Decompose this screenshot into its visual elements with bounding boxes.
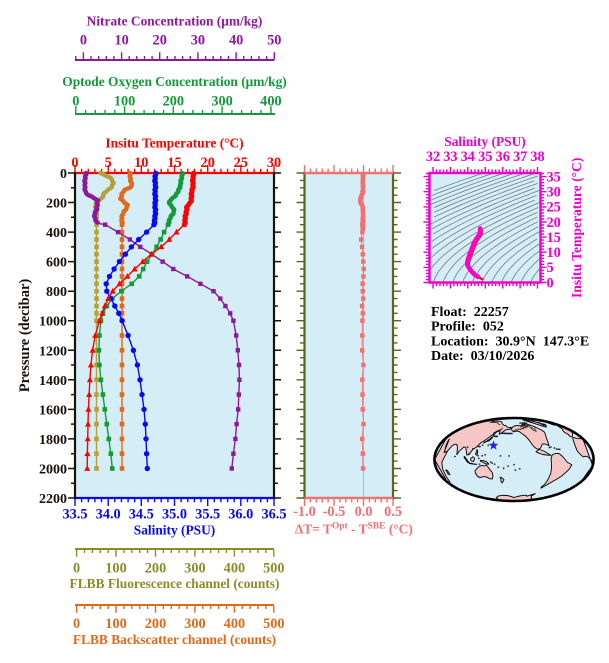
svg-text:2000: 2000 bbox=[39, 463, 67, 478]
svg-text:15: 15 bbox=[547, 230, 561, 246]
svg-text:600: 600 bbox=[46, 256, 67, 271]
svg-text:Date: 03/10/2026: Date: 03/10/2026 bbox=[431, 349, 534, 364]
svg-text:400: 400 bbox=[46, 226, 67, 241]
svg-text:Nitrate Concentration (μm/kg): Nitrate Concentration (μm/kg) bbox=[87, 14, 263, 29]
svg-text:-0.5: -0.5 bbox=[323, 504, 346, 520]
svg-text:Insitu Temperature (°C): Insitu Temperature (°C) bbox=[569, 158, 585, 298]
svg-text:25: 25 bbox=[547, 200, 561, 216]
svg-text:36.5: 36.5 bbox=[261, 507, 286, 523]
svg-text:33: 33 bbox=[443, 149, 457, 165]
svg-text:25: 25 bbox=[234, 155, 248, 171]
svg-text:ΔT= TOpt - TSBE (°C): ΔT= TOpt - TSBE (°C) bbox=[295, 522, 413, 537]
svg-text:5: 5 bbox=[105, 155, 112, 171]
svg-text:0: 0 bbox=[71, 155, 78, 171]
svg-text:20: 20 bbox=[547, 215, 561, 231]
svg-text:20: 20 bbox=[201, 155, 215, 171]
svg-text:40: 40 bbox=[229, 33, 243, 49]
svg-text:32: 32 bbox=[426, 149, 440, 165]
svg-text:0: 0 bbox=[547, 275, 554, 291]
svg-text:300: 300 bbox=[211, 94, 232, 110]
svg-text:Salinity (PSU): Salinity (PSU) bbox=[444, 134, 525, 149]
svg-text:FLBB Backscatter channel (coun: FLBB Backscatter channel (counts) bbox=[73, 632, 276, 647]
svg-text:Float: 22257: Float: 22257 bbox=[431, 305, 509, 320]
svg-text:200: 200 bbox=[145, 561, 166, 577]
svg-text:2200: 2200 bbox=[39, 492, 67, 507]
svg-text:300: 300 bbox=[184, 616, 205, 632]
svg-text:30: 30 bbox=[191, 33, 205, 49]
svg-text:34.0: 34.0 bbox=[96, 507, 121, 523]
svg-text:0: 0 bbox=[73, 616, 80, 632]
svg-text:10: 10 bbox=[134, 155, 148, 171]
svg-text:30: 30 bbox=[547, 185, 561, 201]
svg-text:36.0: 36.0 bbox=[228, 507, 253, 523]
svg-text:100: 100 bbox=[105, 616, 126, 632]
svg-text:200: 200 bbox=[163, 94, 184, 110]
svg-text:FLBB Fluorescence channel (cou: FLBB Fluorescence channel (counts) bbox=[70, 576, 280, 591]
svg-text:10: 10 bbox=[547, 245, 561, 261]
svg-text:0: 0 bbox=[60, 167, 67, 182]
svg-text:15: 15 bbox=[167, 155, 181, 171]
svg-text:1000: 1000 bbox=[39, 315, 67, 330]
svg-text:Insitu Temperature (°C): Insitu Temperature (°C) bbox=[105, 136, 243, 151]
svg-text:36: 36 bbox=[496, 149, 510, 165]
svg-text:0.5: 0.5 bbox=[384, 504, 402, 520]
svg-text:-1.0: -1.0 bbox=[293, 504, 316, 520]
svg-text:200: 200 bbox=[145, 616, 166, 632]
svg-text:38: 38 bbox=[530, 149, 544, 165]
svg-text:1800: 1800 bbox=[39, 433, 67, 448]
svg-text:400: 400 bbox=[260, 94, 281, 110]
svg-text:5: 5 bbox=[547, 260, 554, 276]
svg-text:10: 10 bbox=[114, 33, 128, 49]
svg-text:Salinity (PSU): Salinity (PSU) bbox=[134, 523, 215, 538]
svg-text:Location: 30.9°N 147.3°E: Location: 30.9°N 147.3°E bbox=[431, 335, 589, 350]
svg-text:35: 35 bbox=[547, 169, 561, 185]
svg-text:1200: 1200 bbox=[39, 344, 67, 359]
svg-text:500: 500 bbox=[263, 616, 284, 632]
svg-text:200: 200 bbox=[46, 197, 67, 212]
svg-text:Optode Oxygen Concentration (μ: Optode Oxygen Concentration (μm/kg) bbox=[62, 74, 286, 89]
svg-text:0.0: 0.0 bbox=[355, 504, 373, 520]
svg-text:34: 34 bbox=[461, 149, 475, 165]
svg-text:1400: 1400 bbox=[39, 374, 67, 389]
svg-text:35.5: 35.5 bbox=[195, 507, 220, 523]
svg-text:500: 500 bbox=[263, 561, 284, 577]
svg-text:100: 100 bbox=[105, 561, 126, 577]
svg-text:30: 30 bbox=[267, 155, 281, 171]
svg-text:400: 400 bbox=[224, 561, 245, 577]
svg-text:50: 50 bbox=[267, 33, 281, 49]
svg-text:1600: 1600 bbox=[39, 403, 67, 418]
svg-text:20: 20 bbox=[153, 33, 167, 49]
svg-text:400: 400 bbox=[224, 616, 245, 632]
svg-text:0: 0 bbox=[80, 33, 87, 49]
svg-text:Pressure (decibar): Pressure (decibar) bbox=[17, 279, 33, 393]
svg-text:Profile: 052: Profile: 052 bbox=[431, 320, 504, 335]
svg-text:100: 100 bbox=[114, 94, 135, 110]
svg-text:300: 300 bbox=[184, 561, 205, 577]
svg-text:800: 800 bbox=[46, 285, 67, 300]
svg-text:34.5: 34.5 bbox=[129, 507, 154, 523]
svg-text:0: 0 bbox=[72, 94, 79, 110]
svg-text:37: 37 bbox=[513, 149, 527, 165]
svg-text:35.0: 35.0 bbox=[162, 507, 187, 523]
svg-text:33.5: 33.5 bbox=[62, 507, 87, 523]
svg-text:0: 0 bbox=[73, 561, 80, 577]
svg-text:35: 35 bbox=[478, 149, 492, 165]
